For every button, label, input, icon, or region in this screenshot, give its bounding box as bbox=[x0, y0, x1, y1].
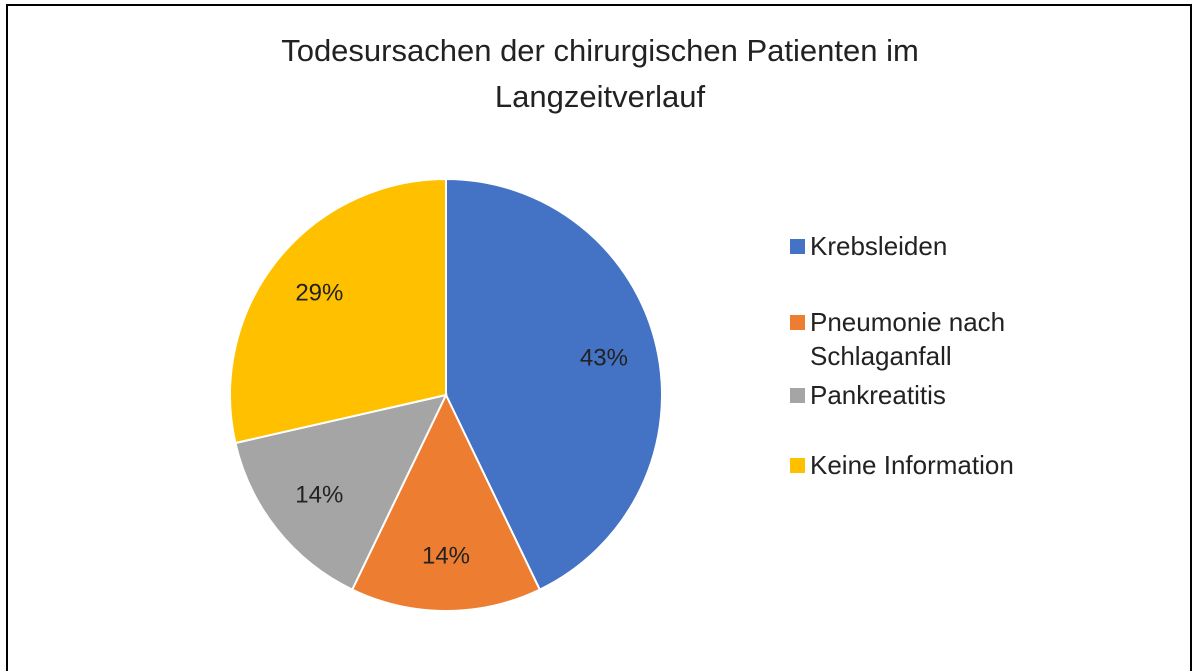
legend-label: Krebsleiden bbox=[810, 231, 948, 261]
legend-swatch bbox=[790, 315, 805, 330]
data-label: 14% bbox=[422, 542, 470, 569]
pie-slice bbox=[350, 392, 542, 612]
legend-entry: Pneumonie nach Schlaganfall bbox=[790, 305, 1080, 373]
legend-label: Pankreatitis bbox=[810, 380, 946, 410]
legend-label: Keine Information bbox=[810, 450, 1014, 480]
pie-slice bbox=[445, 177, 663, 591]
legend-entry: Pankreatitis bbox=[790, 378, 1080, 412]
data-label: 29% bbox=[295, 279, 343, 306]
legend-entry: Keine Information bbox=[790, 448, 1080, 482]
pie-slice bbox=[234, 393, 448, 591]
pie-slice bbox=[229, 177, 447, 445]
chart-border bbox=[6, 4, 1192, 671]
data-label: 43% bbox=[580, 344, 628, 371]
legend-swatch bbox=[790, 239, 805, 254]
legend-entry: Krebsleiden bbox=[790, 229, 1080, 263]
legend-label: Pneumonie nach Schlaganfall bbox=[810, 307, 1006, 371]
legend-swatch bbox=[790, 388, 805, 403]
data-label: 14% bbox=[295, 481, 343, 508]
legend-swatch bbox=[790, 458, 805, 473]
chart-title: Todesursachen der chirurgischen Patiente… bbox=[281, 33, 919, 114]
